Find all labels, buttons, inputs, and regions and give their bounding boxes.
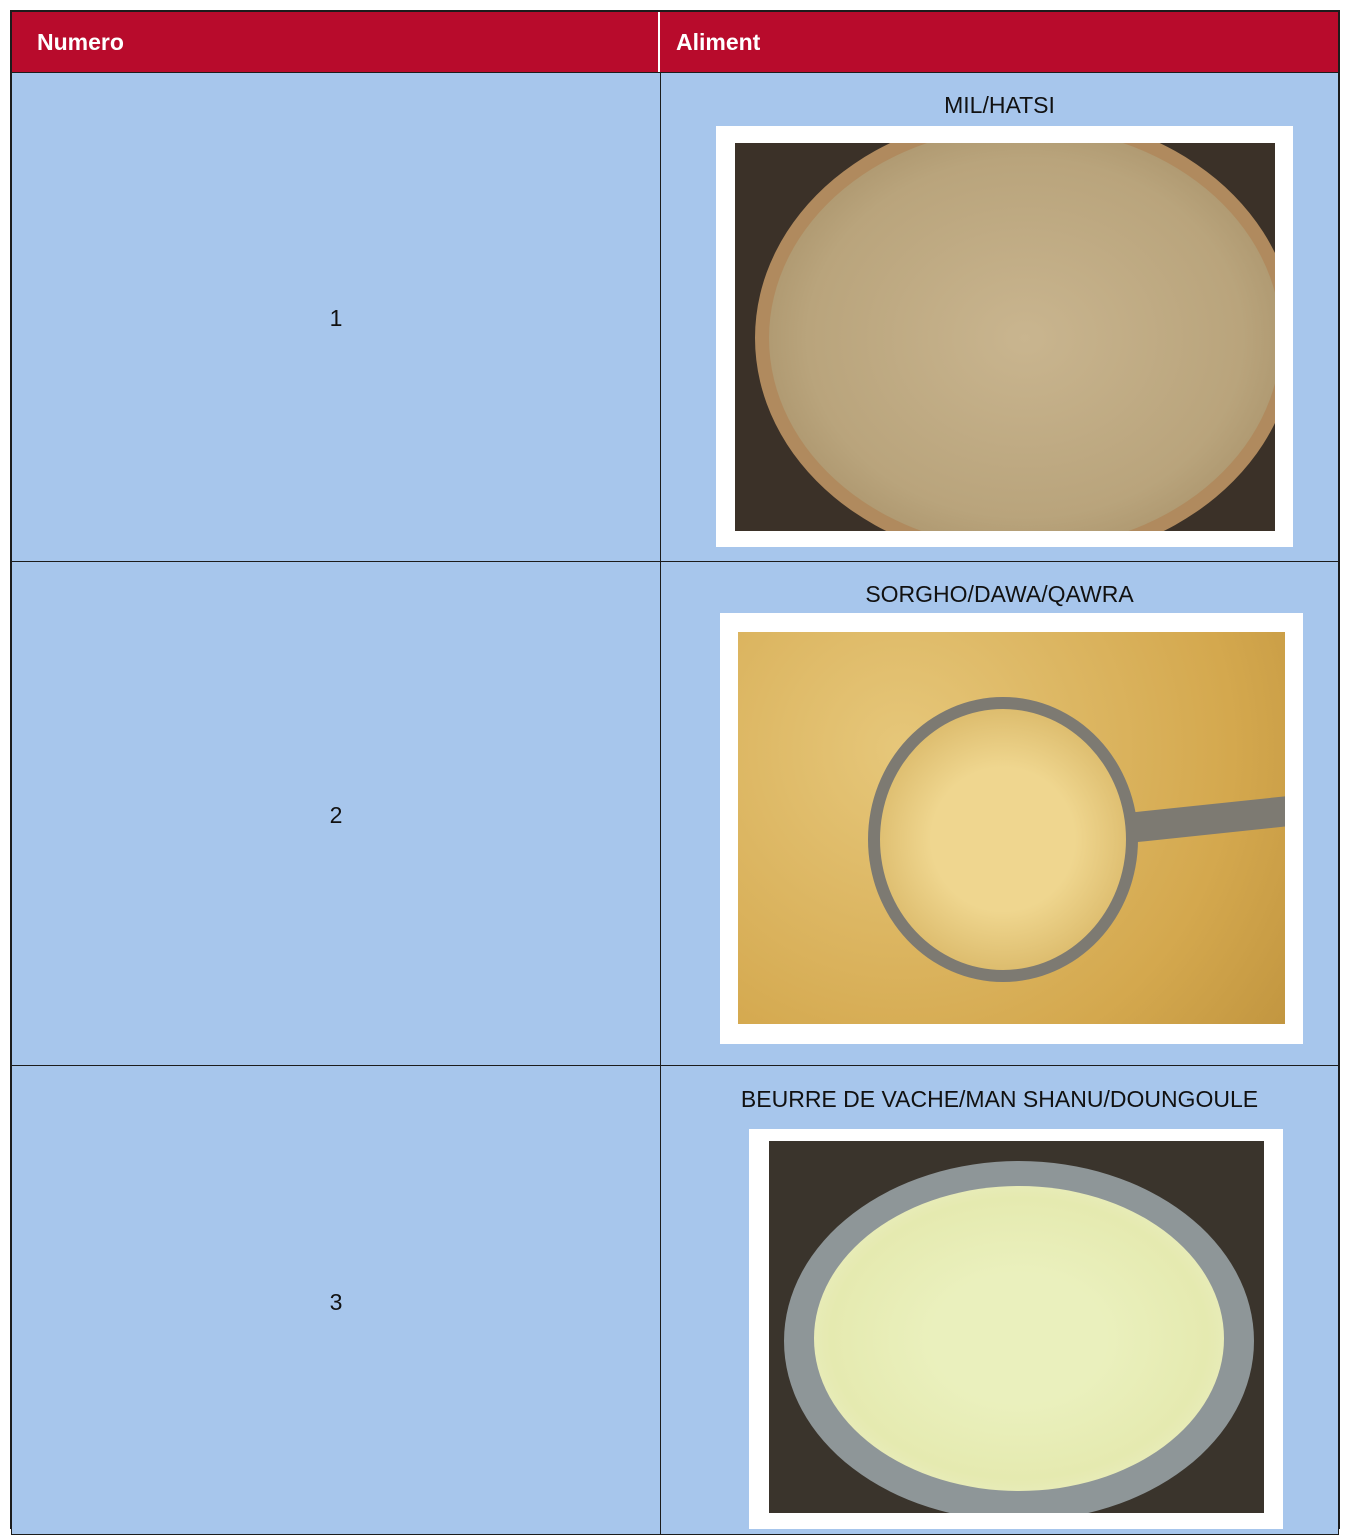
row-number: 2	[329, 802, 343, 828]
header-text: Aliment	[676, 28, 761, 55]
header-cell: Numero	[12, 12, 659, 72]
butter	[814, 1186, 1224, 1491]
food-label: BEURRE DE VACHE/MAN SHANU/DOUNGOULE	[740, 1086, 1259, 1112]
spoon	[868, 697, 1138, 982]
spoon-handle	[1131, 795, 1285, 843]
header-cell: Aliment	[660, 12, 1338, 72]
number-cell	[11, 72, 661, 562]
row-number: 3	[329, 1289, 343, 1315]
row-number: 1	[329, 305, 343, 331]
millet-bowl	[755, 143, 1275, 531]
header-text: Numero	[37, 28, 124, 55]
food-label: MIL/HATSI	[944, 92, 1055, 118]
food-label: SORGHO/DAWA/QAWRA	[865, 581, 1134, 607]
number-cell	[11, 1065, 661, 1535]
sorghum-photo	[738, 632, 1285, 1024]
butter-photo	[769, 1141, 1264, 1513]
number-cell	[11, 561, 661, 1066]
millet-photo	[735, 143, 1275, 531]
